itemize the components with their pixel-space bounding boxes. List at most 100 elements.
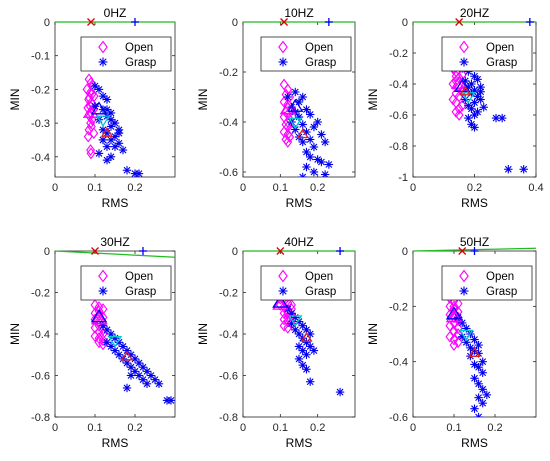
grasp-point bbox=[474, 393, 483, 402]
grasp-point bbox=[470, 404, 479, 413]
grasp-point bbox=[470, 110, 479, 120]
asterisk-stroke bbox=[107, 136, 115, 144]
asterisk-stroke bbox=[306, 343, 314, 350]
red-center-marker bbox=[300, 331, 313, 342]
x-tick-label: 0 bbox=[410, 422, 416, 434]
asterisk-stroke bbox=[468, 105, 475, 113]
asterisk-stroke bbox=[471, 99, 478, 107]
asterisk-stroke bbox=[474, 92, 481, 100]
legend-open-symbol bbox=[98, 269, 108, 283]
legend-grasp-symbol bbox=[98, 57, 108, 67]
open-point bbox=[454, 109, 464, 121]
asterisk-stroke bbox=[123, 384, 131, 392]
open-point bbox=[86, 147, 96, 160]
subplot-title: 30HZ bbox=[100, 235, 129, 249]
data-layer bbox=[90, 299, 175, 405]
grasp-point bbox=[122, 166, 132, 175]
y-tick-label: -0.2 bbox=[219, 288, 238, 300]
grasp-center-marker bbox=[90, 309, 108, 323]
grasp-point bbox=[126, 371, 136, 380]
open-point bbox=[449, 333, 459, 346]
asterisk-stroke bbox=[301, 173, 307, 177]
grasp-point bbox=[470, 360, 479, 369]
grasp-point bbox=[324, 160, 334, 169]
asterisk-stroke bbox=[504, 165, 512, 173]
grasp-point bbox=[519, 165, 528, 174]
asterisk-stroke bbox=[477, 88, 485, 96]
legend-label-grasp: Grasp bbox=[125, 57, 156, 69]
red-center-marker bbox=[296, 128, 309, 139]
asterisk-stroke bbox=[458, 319, 466, 327]
y-tick-label: -0.4 bbox=[389, 357, 408, 369]
grasp-point bbox=[102, 142, 112, 151]
subplot-title: 10HZ bbox=[284, 6, 313, 20]
legend-open-symbol bbox=[459, 40, 469, 54]
grasp-point bbox=[118, 145, 128, 155]
subplot-10hz: 0 0.1 0.2 0 -0.2 -0.4 -0.6 10HZ RMS MIN Open Grasp bbox=[196, 6, 356, 210]
subplot-title: 20HZ bbox=[460, 6, 489, 20]
asterisk-stroke bbox=[135, 170, 143, 177]
grasp-point bbox=[142, 379, 152, 388]
open-point bbox=[449, 339, 459, 351]
grasp-point bbox=[291, 87, 300, 97]
asterisk-stroke bbox=[299, 322, 307, 330]
grasp-point bbox=[470, 98, 479, 107]
asterisk-stroke bbox=[321, 138, 329, 146]
data-layer bbox=[272, 286, 345, 397]
x-tick-label: 0.2 bbox=[127, 422, 142, 434]
asterisk-stroke bbox=[155, 380, 163, 388]
grasp-point bbox=[320, 137, 330, 147]
grasp-point bbox=[474, 340, 483, 350]
legend-box bbox=[441, 36, 533, 72]
legend-label-open: Open bbox=[305, 271, 333, 283]
x-axis-label: RMS bbox=[286, 436, 313, 450]
asterisk-stroke bbox=[475, 394, 483, 402]
red-center-marker bbox=[468, 347, 481, 358]
legend-box bbox=[441, 265, 533, 301]
grasp-point bbox=[294, 354, 304, 364]
asterisk-stroke bbox=[99, 58, 107, 66]
x-tick-label: 0.1 bbox=[273, 422, 288, 434]
asterisk-stroke bbox=[299, 173, 304, 177]
y-tick-label: -0.2 bbox=[31, 288, 50, 300]
asterisk-stroke bbox=[314, 156, 322, 163]
asterisk-stroke bbox=[299, 93, 307, 101]
data-layer bbox=[82, 73, 144, 177]
asterisk-stroke bbox=[483, 391, 491, 399]
grasp-point bbox=[320, 170, 330, 177]
asterisk-stroke bbox=[460, 58, 468, 66]
grasp-point bbox=[106, 115, 116, 124]
grasp-point bbox=[462, 324, 471, 333]
grasp-point bbox=[479, 103, 488, 112]
asterisk-stroke bbox=[498, 114, 506, 122]
asterisk-stroke bbox=[458, 333, 466, 341]
asterisk-stroke bbox=[99, 126, 107, 134]
grasp-point bbox=[470, 123, 479, 132]
asterisk-stroke bbox=[317, 158, 325, 166]
asterisk-stroke bbox=[464, 102, 472, 110]
asterisk-stroke bbox=[460, 287, 468, 295]
y-tick-label: -0.3 bbox=[31, 118, 50, 130]
grasp-point bbox=[335, 387, 345, 397]
asterisk-stroke bbox=[295, 343, 303, 350]
grasp-point bbox=[313, 117, 322, 127]
series-grasp bbox=[458, 64, 528, 174]
open-center-marker bbox=[90, 311, 108, 325]
asterisk-stroke bbox=[284, 93, 292, 101]
grasp-point bbox=[166, 396, 175, 405]
open-point bbox=[453, 328, 463, 340]
legend-box bbox=[260, 265, 352, 301]
y-axis-label: MIN bbox=[8, 89, 22, 111]
grasp-point bbox=[317, 130, 326, 139]
grasp-point bbox=[291, 125, 300, 134]
legend-label-open: Open bbox=[125, 42, 153, 54]
open-point bbox=[90, 321, 100, 334]
grasp-point bbox=[478, 357, 487, 366]
legend-label-grasp: Grasp bbox=[125, 286, 156, 298]
subplot-50hz: 0 0.1 0.2 0 -0.2 -0.4 -0.6 50HZ RMS MIN Open Grasp bbox=[366, 235, 537, 450]
y-tick-label: -1 bbox=[398, 172, 408, 184]
x-tick-label: 0.1 bbox=[446, 422, 461, 434]
asterisk-stroke bbox=[317, 131, 325, 138]
legend: Open Grasp bbox=[260, 36, 352, 72]
grasp-point bbox=[114, 139, 124, 148]
